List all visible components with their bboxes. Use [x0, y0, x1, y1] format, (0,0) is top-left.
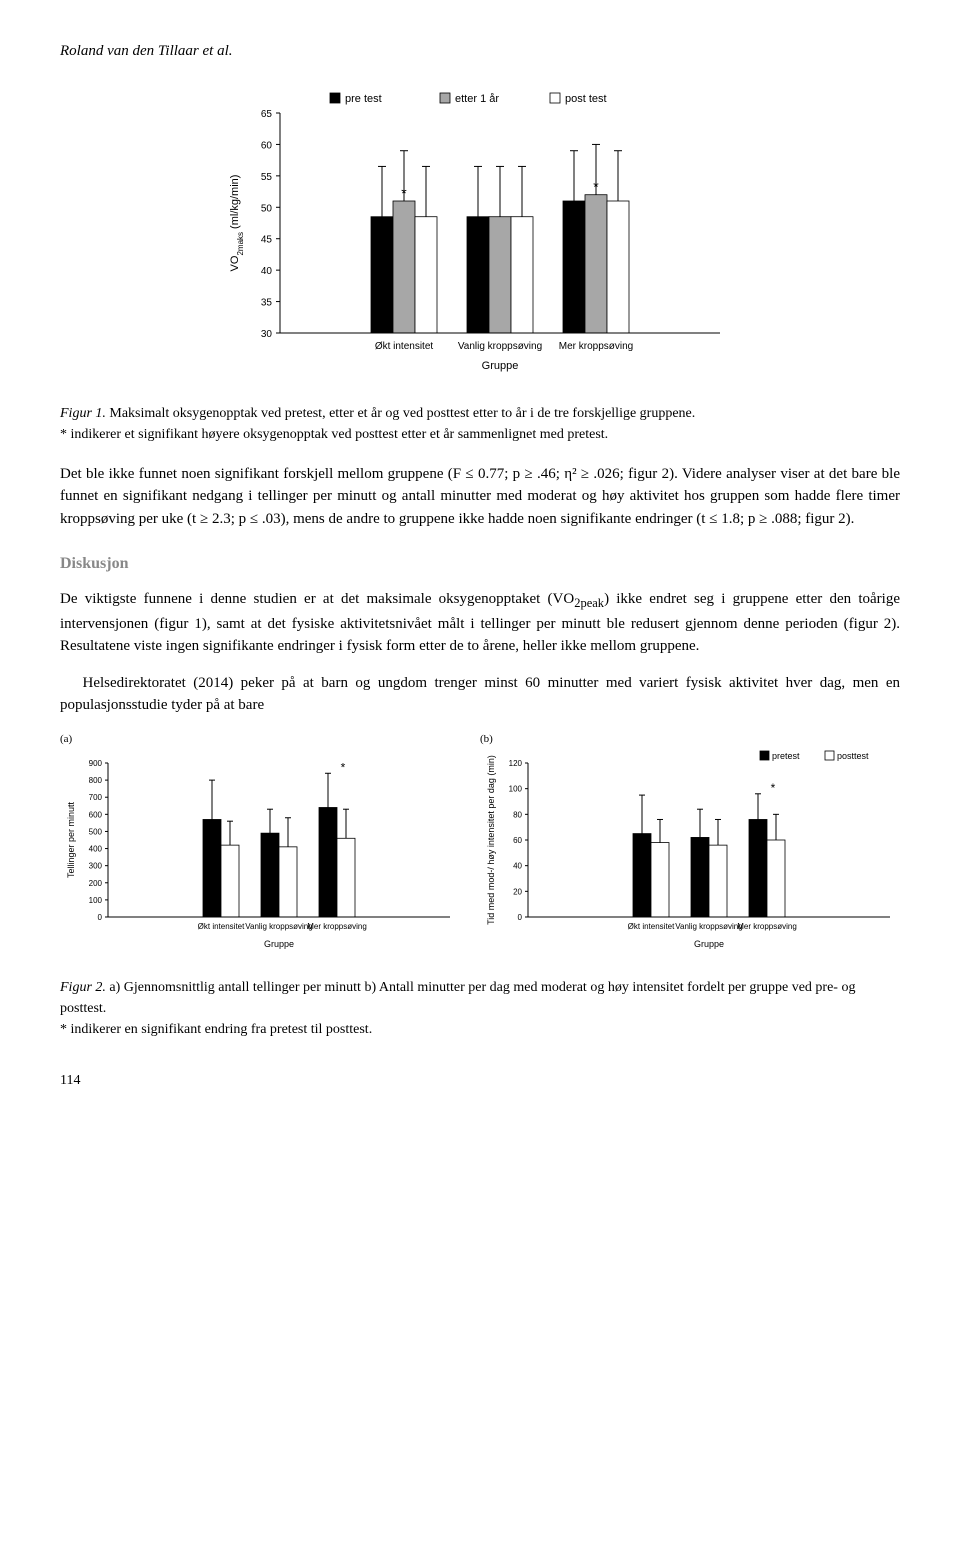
svg-text:pre test: pre test [345, 93, 382, 105]
svg-text:200: 200 [89, 879, 103, 888]
svg-text:Vanlig kroppsøving: Vanlig kroppsøving [245, 922, 312, 931]
svg-text:600: 600 [89, 811, 103, 820]
caption-body: a) Gjennomsnittlig antall tellinger per … [60, 980, 855, 1016]
figure-2-caption: Figur 2. a) Gjennomsnittlig antall telli… [60, 977, 900, 1040]
svg-text:65: 65 [261, 109, 273, 120]
svg-text:45: 45 [261, 234, 273, 245]
caption-lead: Figur 1. [60, 406, 106, 421]
panel-label-b: (b) [480, 731, 900, 748]
svg-text:800: 800 [89, 776, 103, 785]
svg-text:80: 80 [513, 811, 522, 820]
svg-text:35: 35 [261, 297, 273, 308]
section-heading: Diskusjon [60, 552, 900, 576]
svg-text:Vanlig kroppsøving: Vanlig kroppsøving [458, 341, 542, 352]
svg-text:*: * [593, 178, 599, 194]
svg-text:Mer kroppsøving: Mer kroppsøving [737, 922, 797, 931]
svg-text:VO2maks (ml/kg/min): VO2maks (ml/kg/min) [229, 174, 245, 271]
svg-text:*: * [341, 761, 346, 775]
paragraph-discussion-2: Helsedirektoratet (2014) peker på at bar… [60, 672, 900, 717]
paragraph-results: Det ble ikke funnet noen signifikant for… [60, 463, 900, 531]
svg-text:30: 30 [261, 329, 273, 340]
svg-text:Mer kroppsøving: Mer kroppsøving [307, 922, 367, 931]
svg-text:60: 60 [261, 140, 273, 151]
caption-note: * indikerer et signifikant høyere oksyge… [60, 427, 608, 442]
svg-text:120: 120 [509, 759, 523, 768]
svg-text:post test: post test [565, 93, 607, 105]
svg-text:0: 0 [518, 913, 523, 922]
svg-text:pretest: pretest [772, 751, 800, 761]
running-head: Roland van den Tillaar et al. [60, 40, 900, 63]
figure-2b: (b) 0 20 40 60 80 100 120 Tid med mod-/ høy int… [480, 731, 900, 967]
svg-text:Mer kroppsøving: Mer kroppsøving [559, 341, 633, 352]
svg-text:700: 700 [89, 793, 103, 802]
svg-text:Økt intensitet: Økt intensitet [375, 341, 434, 352]
figure-1-caption: Figur 1. Maksimalt oksygenopptak ved pre… [60, 403, 900, 445]
svg-text:40: 40 [513, 862, 522, 871]
figure-1: pre test etter 1 år post test 30 35 40 45 50 55 6… [60, 83, 900, 383]
figure-2: (a) 0100200300400500600700800900Tellinge… [60, 731, 900, 967]
svg-text:posttest: posttest [837, 751, 869, 761]
svg-text:500: 500 [89, 828, 103, 837]
figure-2a: (a) 0 100 200 300 400 500 600 700 800 900 Tellinge… [60, 731, 470, 967]
svg-text:*: * [771, 781, 776, 795]
svg-text:Vanlig kroppsøving: Vanlig kroppsøving [675, 922, 742, 931]
svg-text:50: 50 [261, 203, 273, 214]
svg-text:100: 100 [509, 785, 523, 794]
svg-text:55: 55 [261, 171, 273, 182]
svg-text:Gruppe: Gruppe [482, 360, 519, 372]
svg-text:0: 0 [98, 913, 103, 922]
svg-text:Gruppe: Gruppe [694, 939, 724, 949]
svg-text:Økt intensitet: Økt intensitet [628, 922, 675, 931]
svg-text:20: 20 [513, 888, 522, 897]
svg-text:60: 60 [513, 836, 522, 845]
caption-body: Maksimalt oksygenopptak ved pretest, ett… [106, 406, 695, 421]
svg-text:etter 1 år: etter 1 år [455, 93, 499, 105]
svg-text:Økt intensitet: Økt intensitet [198, 922, 245, 931]
svg-text:Gruppe: Gruppe [264, 939, 294, 949]
svg-text:100: 100 [89, 896, 103, 905]
svg-text:400: 400 [89, 845, 103, 854]
paragraph-discussion-1: De viktigste funnene i denne studien er … [60, 588, 900, 658]
panel-label-a: (a) [60, 731, 470, 748]
svg-text:Tid med mod-/ høy intensitet p: Tid med mod-/ høy intensitet per dag (mi… [486, 755, 496, 925]
svg-text:900: 900 [89, 759, 103, 768]
svg-text:Tellinger per minutt: Tellinger per minutt [66, 802, 76, 879]
svg-text:*: * [401, 185, 407, 201]
svg-text:300: 300 [89, 862, 103, 871]
caption-note: * indikerer en signifikant endring fra p… [60, 1022, 372, 1037]
caption-lead: Figur 2. [60, 980, 106, 995]
svg-text:40: 40 [261, 266, 273, 277]
page-number: 114 [60, 1070, 900, 1091]
